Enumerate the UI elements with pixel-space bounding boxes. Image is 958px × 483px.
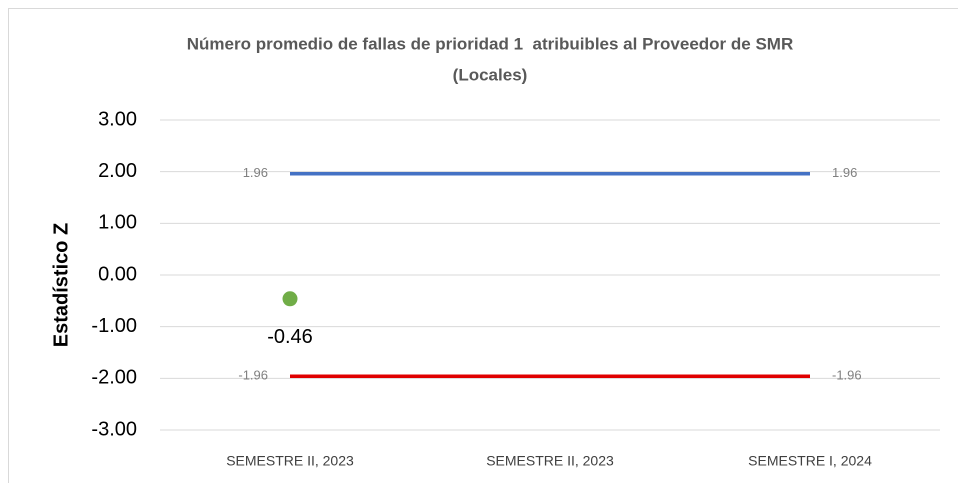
y-axis-title: Estadístico Z — [50, 223, 72, 347]
data-label: -0.46 — [267, 326, 313, 348]
x-tick-label: SEMESTRE II, 2023 — [486, 453, 614, 469]
y-tick-label: -2.00 — [91, 367, 137, 389]
chart-title: (Locales) — [453, 65, 528, 84]
x-tick-label: SEMESTRE II, 2023 — [226, 453, 354, 469]
y-tick-label: -1.00 — [91, 315, 137, 337]
chart-title: Número promedio de fallas de prioridad 1… — [187, 34, 793, 53]
y-tick-label: 0.00 — [98, 263, 137, 285]
y-tick-label: 1.00 — [98, 212, 137, 234]
y-tick-label: 3.00 — [98, 108, 137, 130]
data-point — [282, 291, 298, 307]
data-label: -1.96 — [238, 368, 268, 383]
chart-border — [8, 8, 958, 483]
data-label: 1.96 — [832, 165, 857, 180]
data-label: 1.96 — [243, 165, 268, 180]
data-label: -1.96 — [832, 368, 862, 383]
y-tick-label: -3.00 — [91, 418, 137, 440]
x-tick-label: SEMESTRE I, 2024 — [748, 453, 872, 469]
y-tick-label: 2.00 — [98, 160, 137, 182]
